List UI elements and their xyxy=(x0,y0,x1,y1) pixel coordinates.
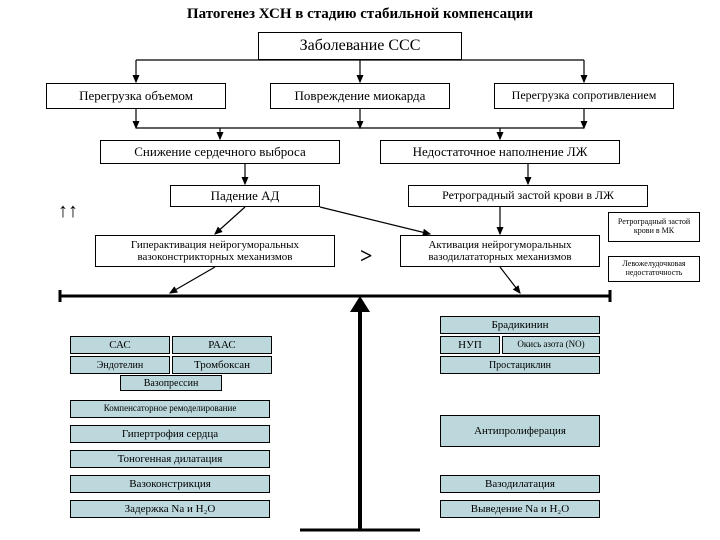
node-c8: Тоногенная дилатация xyxy=(70,450,270,468)
node-n12: Левожелудочковая недостаточность xyxy=(608,256,700,282)
node-d4: Простациклин xyxy=(440,356,600,374)
node-n8: Ретроградный застой крови в ЛЖ xyxy=(408,185,648,207)
node-d3: Окись азота (NO) xyxy=(502,336,600,354)
node-d5: Антипролиферация xyxy=(440,415,600,447)
node-n7: Падение АД xyxy=(170,185,320,207)
node-n11: Ретроградный застой крови в МК xyxy=(608,212,700,242)
greater-than-symbol: > xyxy=(360,243,373,269)
node-c9: Вазоконстрикция xyxy=(70,475,270,493)
node-n9: Гиперактивация нейрогуморальных вазоконс… xyxy=(95,235,335,267)
node-c4: Тромбоксан xyxy=(172,356,272,374)
node-c3: Эндотелин xyxy=(70,356,170,374)
node-c1: САС xyxy=(70,336,170,354)
node-d1: Брадикинин xyxy=(440,316,600,334)
node-c2: РААС xyxy=(172,336,272,354)
node-n5: Снижение сердечного выброса xyxy=(100,140,340,164)
node-c6: Компенсаторное ремоделирование xyxy=(70,400,270,418)
node-n6: Недостаточное наполнение ЛЖ xyxy=(380,140,620,164)
node-n3: Повреждение миокарда xyxy=(270,83,450,109)
node-n2: Перегрузка объемом xyxy=(46,83,226,109)
node-c5: Вазопрессин xyxy=(120,375,222,391)
node-c10: Задержка Na и H₂O xyxy=(70,500,270,518)
node-d7: Выведение Na и H₂O xyxy=(440,500,600,518)
node-d6: Вазодилатация xyxy=(440,475,600,493)
up-arrows-symbol: ↑↑ xyxy=(58,200,78,223)
node-c7: Гипертрофия сердца xyxy=(70,425,270,443)
node-n1: Заболевание ССС xyxy=(258,32,462,60)
node-d2: НУП xyxy=(440,336,500,354)
diagram-title: Патогенез ХСН в стадию стабильной компен… xyxy=(0,6,720,23)
node-n10: Активация нейрогуморальных вазодилататор… xyxy=(400,235,600,267)
node-n4: Перегрузка сопротивлением xyxy=(494,83,674,109)
